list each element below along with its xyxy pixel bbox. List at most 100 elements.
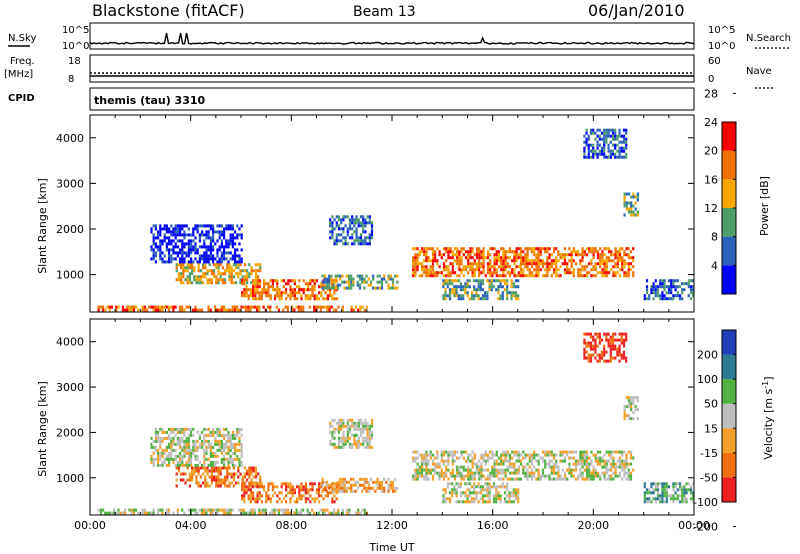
heatmap-cell bbox=[227, 239, 230, 243]
heatmap-cell bbox=[663, 297, 666, 301]
heatmap-cell bbox=[552, 456, 556, 460]
heatmap-cell bbox=[276, 294, 279, 298]
heatmap-cell bbox=[552, 247, 556, 251]
heatmap-cell bbox=[168, 227, 171, 231]
heatmap-cell bbox=[361, 277, 364, 281]
heatmap-cell bbox=[332, 511, 336, 515]
heatmap-cell bbox=[623, 253, 626, 257]
heatmap-cell bbox=[297, 308, 300, 312]
heatmap-cell bbox=[210, 475, 213, 479]
heatmap-cell bbox=[451, 288, 454, 292]
heatmap-cell bbox=[216, 508, 219, 512]
heatmap-cell bbox=[183, 433, 186, 437]
heatmap-cell bbox=[685, 488, 688, 492]
heatmap-cell bbox=[625, 459, 628, 463]
heatmap-cell bbox=[205, 236, 208, 240]
heatmap-cell bbox=[291, 294, 294, 298]
heatmap-cell bbox=[620, 341, 623, 345]
heatmap-cell bbox=[493, 256, 496, 260]
heatmap-cell bbox=[172, 442, 175, 446]
heatmap-cell bbox=[500, 477, 503, 481]
heatmap-cell bbox=[548, 265, 551, 269]
heatmap-cell bbox=[368, 242, 371, 246]
heatmap-cell bbox=[630, 405, 633, 409]
heatmap-cell bbox=[482, 250, 485, 254]
heatmap-cell bbox=[648, 488, 651, 492]
heatmap-cell bbox=[449, 471, 452, 475]
heatmap-cell bbox=[285, 488, 288, 492]
heatmap-cell bbox=[256, 500, 259, 504]
heatmap-cell bbox=[519, 265, 523, 269]
heatmap-cell bbox=[453, 488, 456, 492]
heatmap-cell bbox=[217, 281, 220, 285]
heatmap-cell bbox=[416, 253, 419, 257]
heatmap-cell bbox=[482, 253, 485, 257]
heatmap-cell bbox=[513, 477, 516, 481]
heatmap-cell bbox=[603, 477, 606, 481]
heatmap-cell bbox=[611, 347, 615, 351]
heatmap-cell bbox=[544, 247, 547, 251]
heatmap-cell bbox=[563, 247, 567, 251]
heatmap-cell bbox=[298, 497, 301, 501]
heatmap-cell bbox=[368, 236, 371, 240]
heatmap-cell bbox=[583, 341, 586, 345]
heatmap-cell bbox=[351, 445, 354, 449]
heatmap-cell bbox=[497, 265, 501, 269]
heatmap-cell bbox=[561, 256, 564, 260]
heatmap-cell bbox=[220, 442, 223, 446]
heatmap-cell bbox=[389, 480, 392, 484]
heatmap-cell bbox=[449, 450, 452, 454]
heatmap-cell bbox=[654, 285, 657, 289]
heatmap-cell bbox=[243, 497, 246, 501]
heatmap-cell bbox=[181, 248, 184, 252]
heatmap-cell bbox=[325, 489, 329, 493]
heatmap-cell bbox=[298, 491, 301, 495]
heatmap-cell bbox=[479, 297, 482, 301]
heatmap-cell bbox=[172, 305, 175, 309]
heatmap-cell bbox=[232, 269, 235, 273]
heatmap-cell bbox=[511, 450, 514, 454]
heatmap-cell bbox=[583, 338, 586, 342]
ytick-label: 1000 bbox=[56, 269, 84, 282]
heatmap-cell bbox=[533, 259, 536, 263]
heatmap-cell bbox=[225, 511, 228, 515]
heatmap-cell bbox=[340, 218, 343, 222]
heatmap-cell bbox=[506, 477, 509, 481]
heatmap-cell bbox=[447, 456, 450, 460]
heatmap-cell bbox=[159, 245, 162, 249]
heatmap-cell bbox=[351, 236, 354, 240]
heatmap-cell bbox=[291, 305, 294, 309]
heatmap-cell bbox=[594, 356, 597, 360]
heatmap-cell bbox=[278, 297, 281, 301]
heatmap-cell bbox=[468, 491, 471, 495]
heatmap-cell bbox=[226, 266, 229, 270]
heatmap-cell bbox=[614, 131, 617, 135]
heatmap-cell bbox=[104, 511, 107, 515]
heatmap-cell bbox=[256, 285, 259, 289]
heatmap-cell bbox=[362, 436, 365, 440]
heatmap-cell bbox=[238, 439, 241, 443]
heatmap-cell bbox=[555, 453, 558, 457]
heatmap-cell bbox=[603, 268, 606, 272]
heatmap-cell bbox=[369, 280, 373, 284]
heatmap-cell bbox=[546, 274, 549, 278]
heatmap-cell bbox=[285, 494, 288, 498]
heatmap-cell bbox=[238, 427, 241, 431]
heatmap-cell bbox=[581, 462, 584, 466]
heatmap-cell bbox=[250, 469, 253, 473]
heatmap-cell bbox=[552, 268, 556, 272]
heatmap-cell bbox=[477, 485, 480, 489]
heatmap-cell bbox=[458, 456, 461, 460]
heatmap-cell bbox=[185, 451, 188, 455]
heatmap-cell bbox=[625, 192, 628, 196]
heatmap-cell bbox=[625, 359, 628, 363]
heatmap-cell bbox=[230, 278, 233, 282]
heatmap-cell bbox=[331, 430, 334, 434]
heatmap-cell bbox=[482, 271, 485, 275]
heatmap-cell bbox=[108, 511, 111, 515]
heatmap-cell bbox=[179, 454, 182, 458]
heatmap-cell bbox=[263, 488, 266, 492]
heatmap-cell bbox=[257, 472, 260, 476]
heatmap-cell bbox=[245, 288, 248, 292]
